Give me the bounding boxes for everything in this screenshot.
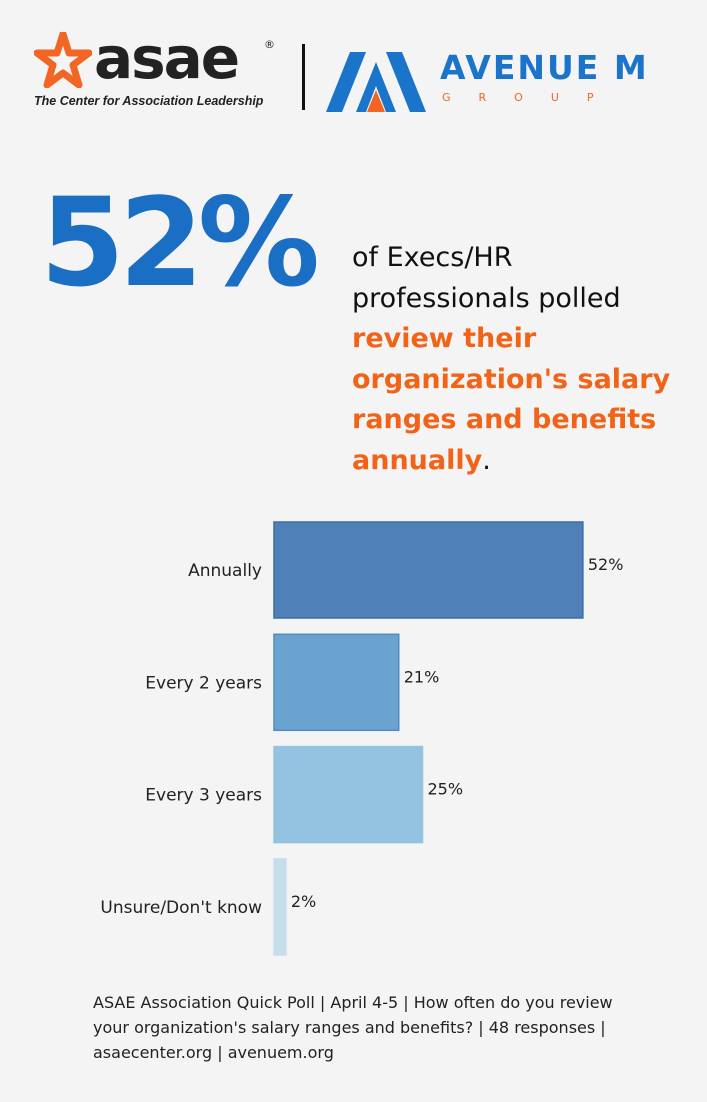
bar-unsure-don-t-know bbox=[273, 858, 287, 956]
value-label: 52% bbox=[588, 555, 624, 574]
asae-wordmark: asae bbox=[94, 24, 240, 92]
header: asae ® The Center for Association Leader… bbox=[0, 0, 707, 130]
headline-highlight: review their organization's salary range… bbox=[352, 323, 671, 476]
asae-logo: asae ® The Center for Association Leader… bbox=[30, 24, 290, 120]
category-label: Every 3 years bbox=[145, 786, 262, 806]
asae-tagline: The Center for Association Leadership bbox=[34, 94, 264, 108]
footnote: ASAE Association Quick Poll | April 4-5 … bbox=[93, 993, 613, 1062]
category-label: Unsure/Don't know bbox=[100, 898, 262, 918]
category-label: Annually bbox=[188, 561, 262, 581]
avenue-m-group-label: GROUP bbox=[442, 91, 622, 104]
avenue-m-mountain-icon bbox=[326, 52, 426, 112]
headline-end: . bbox=[482, 444, 491, 476]
bar-annually bbox=[273, 521, 584, 619]
category-label: Every 2 years bbox=[145, 673, 262, 693]
headline-text: of Execs/HR professionals polled review … bbox=[352, 238, 692, 481]
headline-plain: of Execs/HR professionals polled bbox=[352, 242, 621, 314]
value-label: 2% bbox=[291, 892, 316, 911]
star-icon bbox=[34, 32, 92, 88]
value-label: 25% bbox=[428, 780, 464, 799]
value-label: 21% bbox=[404, 667, 440, 686]
registered-mark: ® bbox=[264, 38, 275, 51]
bar-every-3-years bbox=[273, 745, 424, 844]
headline-stat: 52% bbox=[40, 172, 320, 314]
bar-every-2-years bbox=[273, 633, 400, 732]
avenue-m-wordmark: AVENUE M bbox=[440, 48, 649, 87]
bar-chart: Annually 52% Every 2 years 21% Every 3 years… bbox=[100, 521, 624, 956]
logo-divider bbox=[302, 44, 305, 110]
